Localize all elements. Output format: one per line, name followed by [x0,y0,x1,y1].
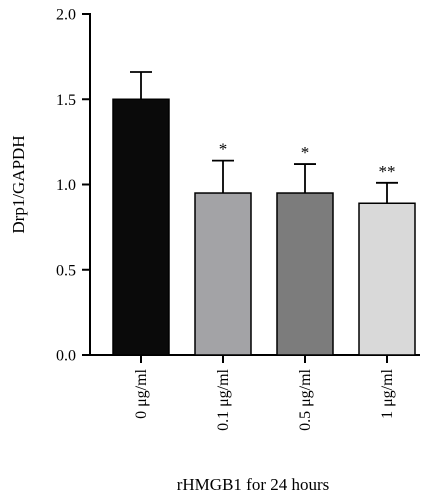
bar [194,192,252,356]
y-tick-label: 0.0 [56,348,76,365]
significance-label: ** [379,162,396,181]
x-axis [90,354,420,363]
x-category-label: 0.1 μg/ml [215,368,232,430]
y-tick-label: 0.5 [56,262,76,279]
bar [112,98,170,356]
y-tick-label: 1.0 [56,177,76,194]
y-axis-title: Drp1/GAPDH [9,135,28,233]
significance-markers: * *** [219,140,396,181]
x-axis-title: rHMGB1 for 24 hours [177,475,330,494]
bar [358,202,416,356]
error-bars [130,71,398,204]
x-category-label: 0 μg/ml [133,368,150,418]
category-labels: 0 μg/ml 0.1 μg/ml 0.5 μg/ml 1 μg/ml [133,368,396,430]
y-axis: 0.0 0.5 1.0 1.5 2.0 [56,7,91,365]
bars [112,98,416,356]
x-category-label: 1 μg/ml [379,368,396,418]
bar [276,192,334,356]
y-tick-label: 1.5 [56,92,76,109]
y-tick-label: 2.0 [56,7,76,24]
significance-label: * [301,143,310,162]
significance-label: * [219,140,228,159]
x-category-label: 0.5 μg/ml [297,368,314,430]
